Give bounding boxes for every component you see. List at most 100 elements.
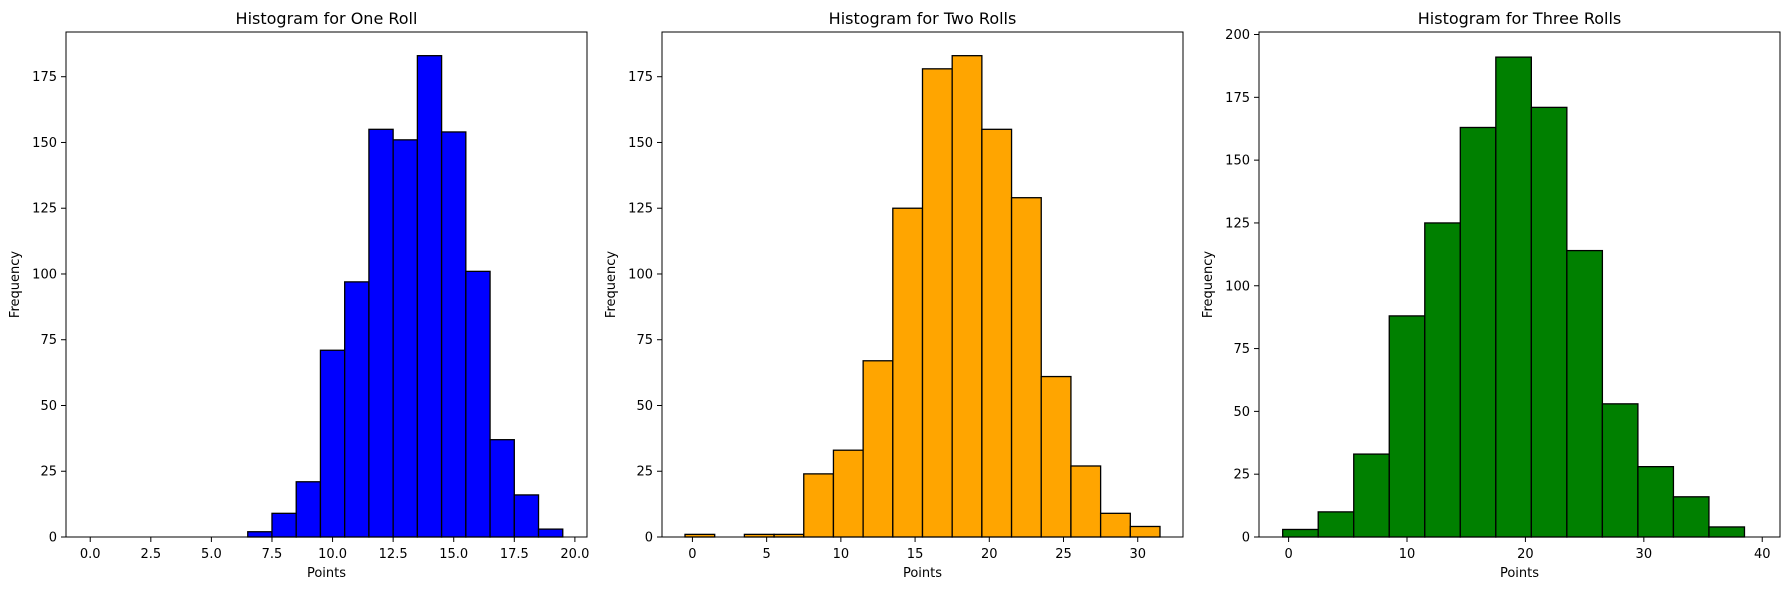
y-tick-label: 175 bbox=[32, 70, 57, 85]
x-tick-label: 30 bbox=[1129, 547, 1146, 562]
y-tick-label: 200 bbox=[1225, 28, 1250, 43]
y-tick-label: 75 bbox=[40, 333, 57, 348]
x-tick-label: 0 bbox=[688, 547, 696, 562]
histogram-bar bbox=[416, 55, 443, 538]
histogram-bar bbox=[1040, 375, 1072, 538]
histogram-bar bbox=[1530, 106, 1568, 538]
histogram-bar bbox=[981, 128, 1013, 538]
x-axis-label: Points bbox=[307, 566, 346, 581]
histogram-bar bbox=[1495, 56, 1532, 538]
histogram-bar bbox=[921, 68, 953, 538]
histogram-bar bbox=[1601, 403, 1639, 538]
x-tick-label: 40 bbox=[1754, 547, 1771, 562]
histogram-bar bbox=[1424, 222, 1461, 538]
y-tick-label: 0 bbox=[645, 531, 653, 546]
y-tick-label: 0 bbox=[1242, 531, 1250, 546]
x-tick-label: 5.0 bbox=[201, 547, 222, 562]
y-tick-label: 100 bbox=[1225, 279, 1250, 294]
y-tick-label: 75 bbox=[1233, 342, 1250, 357]
x-tick-label: 5 bbox=[763, 547, 771, 562]
y-tick-label: 175 bbox=[628, 70, 653, 85]
axes-frame bbox=[1258, 31, 1781, 538]
y-tick-label: 50 bbox=[1233, 405, 1250, 420]
x-tick-label: 15 bbox=[907, 547, 924, 562]
x-tick-label: 7.5 bbox=[262, 547, 283, 562]
y-tick-label: 50 bbox=[636, 399, 653, 414]
y-tick-label: 25 bbox=[1233, 468, 1250, 483]
histogram-bar bbox=[368, 128, 394, 538]
histogram-bar bbox=[440, 131, 467, 538]
x-tick-label: 12.5 bbox=[379, 547, 408, 562]
y-tick-label: 25 bbox=[636, 465, 653, 480]
y-tick-label: 50 bbox=[40, 399, 57, 414]
histogram-bar bbox=[1637, 466, 1675, 538]
x-tick-label: 2.5 bbox=[140, 547, 161, 562]
x-tick-label: 30 bbox=[1636, 547, 1653, 562]
y-tick-label: 125 bbox=[628, 202, 653, 217]
y-axis-label: Frequency bbox=[1201, 251, 1216, 318]
y-tick-label: 100 bbox=[628, 267, 653, 282]
chart-panel-3: 0 10 20 30 40 0 25 50 75 100 125 150 175 200 Histogram… bbox=[1201, 9, 1781, 581]
y-tick-label: 150 bbox=[1225, 154, 1250, 169]
histogram-bar bbox=[803, 473, 835, 538]
histogram-bar bbox=[1353, 453, 1390, 538]
histogram-bar bbox=[344, 281, 370, 538]
histogram-bar bbox=[247, 531, 273, 538]
histogram-bar bbox=[1672, 496, 1710, 538]
x-tick-label: 25 bbox=[1055, 547, 1072, 562]
histogram-bar bbox=[271, 512, 297, 538]
x-tick-label: 10 bbox=[833, 547, 850, 562]
histogram-bar bbox=[1070, 465, 1102, 538]
y-axis-label: Frequency bbox=[8, 251, 23, 318]
histogram-bar bbox=[537, 528, 564, 538]
chart-title: Histogram for Two Rolls bbox=[829, 9, 1017, 28]
axes-frame bbox=[65, 31, 588, 538]
histogram-bar bbox=[832, 449, 864, 538]
histogram-bar bbox=[951, 55, 983, 538]
histogram-bar bbox=[1459, 126, 1497, 538]
histogram-bar bbox=[465, 270, 491, 538]
x-tick-label: 10.0 bbox=[318, 547, 347, 562]
histogram-bar bbox=[1282, 528, 1319, 538]
y-tick-label: 150 bbox=[32, 136, 57, 151]
y-axis-label: Frequency bbox=[604, 251, 619, 318]
histogram-bar bbox=[1099, 512, 1131, 538]
histogram-bar bbox=[513, 494, 540, 538]
histogram-bar bbox=[392, 139, 419, 538]
chart-panel-1: 0.0 2.5 5.0 7.5 10.0 12.5 15.0 17.5 20.0 0 25 50 75 1… bbox=[8, 9, 589, 581]
histogram-bar bbox=[1566, 249, 1604, 538]
histogram-bar bbox=[295, 481, 322, 538]
histogram-bar bbox=[1317, 511, 1355, 538]
x-tick-label: 17.5 bbox=[500, 547, 529, 562]
y-tick-label: 25 bbox=[40, 465, 57, 480]
y-tick-label: 75 bbox=[636, 333, 653, 348]
x-axis-label: Points bbox=[1500, 566, 1539, 581]
histogram-bar bbox=[1388, 315, 1426, 538]
x-tick-label: 20 bbox=[1517, 547, 1534, 562]
histogram-bar bbox=[489, 439, 515, 538]
histogram-bar bbox=[892, 207, 924, 538]
histogram-bar bbox=[1010, 197, 1042, 538]
axes-frame bbox=[661, 31, 1184, 538]
chart-title: Histogram for One Roll bbox=[236, 9, 418, 28]
x-tick-label: 20.0 bbox=[560, 547, 589, 562]
chart-panel-2: 0 5 10 15 20 25 30 0 25 50 75 100 125 150 175 Histogram… bbox=[604, 9, 1184, 581]
x-tick-label: 15.0 bbox=[439, 547, 468, 562]
x-tick-label: 10 bbox=[1399, 547, 1416, 562]
x-tick-label: 20 bbox=[981, 547, 998, 562]
histogram-bar bbox=[1129, 525, 1161, 538]
y-tick-label: 150 bbox=[628, 136, 653, 151]
y-tick-label: 125 bbox=[32, 202, 57, 217]
x-axis-label: Points bbox=[903, 566, 942, 581]
x-tick-label: 0.0 bbox=[80, 547, 101, 562]
histogram-bar bbox=[1708, 526, 1746, 538]
chart-title: Histogram for Three Rolls bbox=[1418, 9, 1622, 28]
y-tick-label: 175 bbox=[1225, 91, 1250, 106]
x-tick-label: 0 bbox=[1284, 547, 1292, 562]
y-tick-label: 100 bbox=[32, 267, 57, 282]
histogram-bar bbox=[862, 360, 894, 538]
y-tick-label: 0 bbox=[49, 531, 57, 546]
y-tick-label: 125 bbox=[1225, 216, 1250, 231]
histogram-bar bbox=[319, 349, 346, 538]
